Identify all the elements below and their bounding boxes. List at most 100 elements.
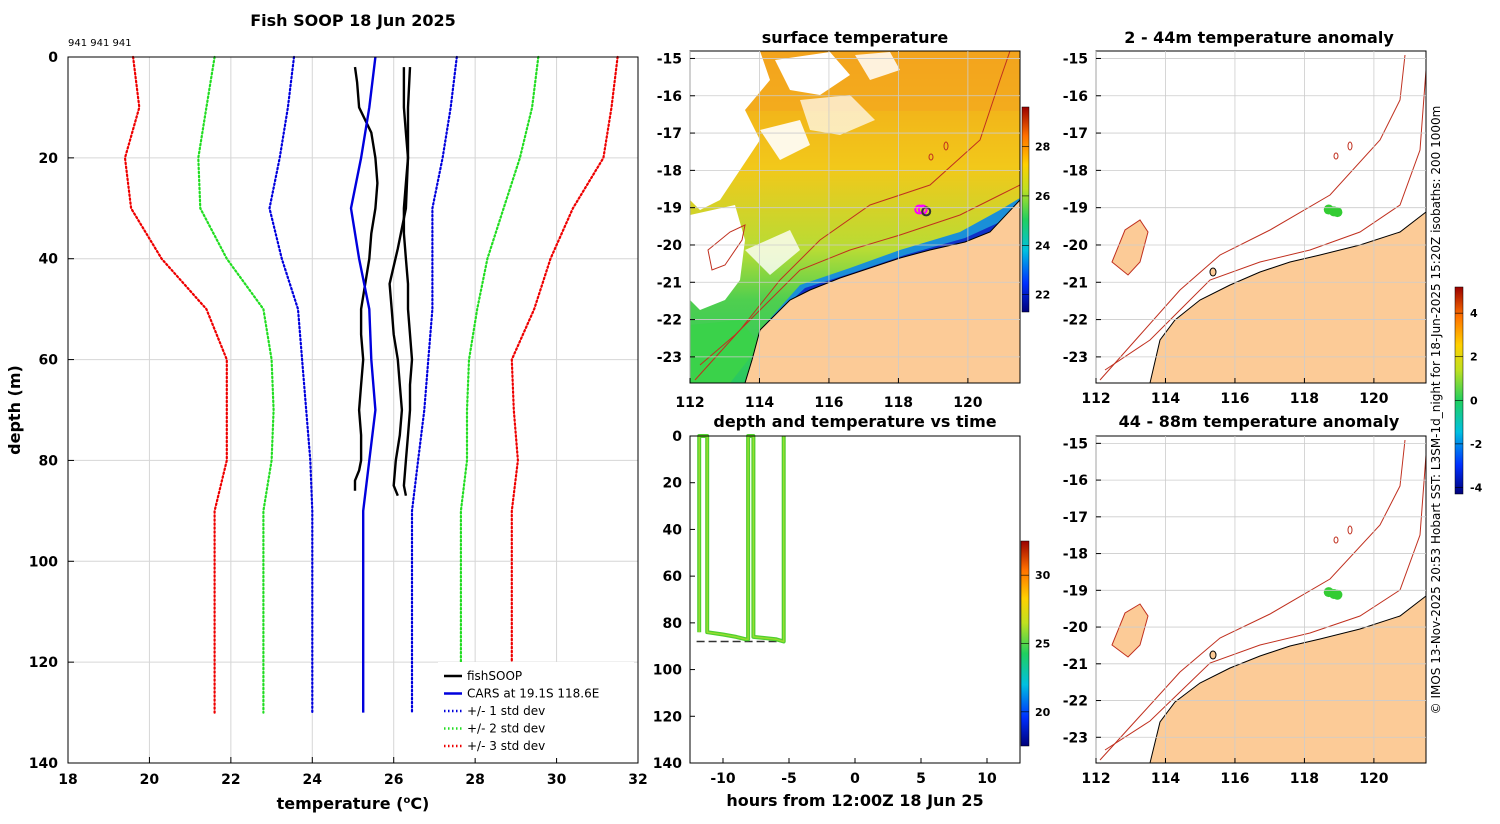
map-ytick-label: -22 — [1063, 313, 1088, 329]
map-ytick-label: -20 — [1063, 620, 1089, 636]
profile-series-line-fishsoop-0 — [353, 66, 379, 491]
time-xtick-label: 5 — [916, 771, 926, 787]
anomaly-lower-ticks: 112 114 116 118 120 -15 -16 -17 -18 -19 -20 -21 -22 -… — [1063, 436, 1426, 787]
profile-axes-box — [67, 56, 639, 764]
map-ytick-label: -19 — [657, 201, 682, 217]
anomaly-colorbar-label: 4 — [1470, 307, 1478, 320]
temperature-depth-trace-highlight — [698, 435, 785, 643]
anomaly-colorbar-ticks: 4 2 0 -2 -4 — [1455, 307, 1483, 494]
map-xtick-label: 116 — [1220, 391, 1249, 407]
map-ytick-label: -16 — [1063, 89, 1088, 105]
time-xtick-label: 0 — [850, 771, 860, 787]
anomaly-upper-points — [1323, 204, 1343, 218]
profile-ylabel: depth (m) — [5, 365, 24, 455]
map-ytick-label: -17 — [1063, 510, 1088, 526]
map-ytick-label: -22 — [657, 313, 682, 329]
map-ytick-label: -23 — [657, 350, 682, 366]
profile-ytick-label: 100 — [29, 554, 58, 570]
profile-series-line-cars-at-19-1s-118-6e-3 — [349, 56, 377, 713]
time-xlabel: hours from 12:00Z 18 Jun 25 — [726, 791, 983, 810]
time-axes-box — [689, 435, 1021, 764]
sst-colorbar-label: 26 — [1035, 190, 1051, 203]
map-xtick-label: 114 — [745, 395, 774, 411]
map-ytick-label: -16 — [1063, 473, 1088, 489]
map-xtick-label: 114 — [1151, 391, 1180, 407]
profile-ticks: 18 20 22 24 26 28 30 32 0 20 40 60 80 100 120 140 — [29, 50, 648, 788]
map-xtick-label: 118 — [1290, 391, 1319, 407]
legend-label: +/- 3 std dev — [467, 739, 545, 753]
legend-label: +/- 1 std dev — [467, 704, 545, 718]
profile-grid — [67, 56, 639, 764]
anomaly-upper-ticks: 112 114 116 118 120 -15 -16 -17 -18 -19 -20 -21 -22 -… — [1063, 51, 1426, 407]
map-ytick-label: -21 — [1063, 657, 1088, 673]
profile-xtick-label: 30 — [547, 772, 567, 788]
anomaly-colorbar-label: -2 — [1470, 438, 1482, 451]
anomaly-point — [1332, 589, 1343, 600]
sst-field — [690, 50, 1021, 384]
credit-text: © IMOS 13-Nov-2025 20:53 Hobart SST: L3S… — [1429, 106, 1443, 715]
profile-xtick-label: 24 — [303, 772, 323, 788]
profile-xlabel: temperature (oC) — [277, 794, 430, 813]
profile-xtick-label: 32 — [628, 772, 647, 788]
profile-series — [123, 55, 619, 714]
profile-series-line--2-std-dev-7 — [459, 55, 540, 714]
sst-colorbar-label: 24 — [1035, 239, 1051, 252]
map-ytick-label: -23 — [1063, 350, 1088, 366]
profile-ytick-label: 120 — [29, 655, 58, 671]
profile-xtick-label: 28 — [465, 772, 484, 788]
time-xtick-label: -10 — [710, 771, 736, 787]
map-ytick-label: -23 — [1063, 730, 1088, 746]
profile-ytick-label: 20 — [39, 151, 59, 167]
map-ytick-label: -17 — [657, 126, 682, 142]
profile-series-line--3-std-dev-9 — [510, 55, 619, 714]
anomaly-colorbar-label: -4 — [1470, 481, 1483, 494]
profile-xtick-label: 20 — [140, 772, 160, 788]
map-xtick-label: 112 — [1081, 771, 1110, 787]
legend-label: CARS at 19.1S 118.6E — [467, 687, 599, 701]
profile-series-line-fishsoop-2 — [388, 67, 412, 497]
time-title: depth and temperature vs time — [713, 412, 996, 431]
map-xtick-label: 120 — [1359, 391, 1388, 407]
map-ytick-label: -15 — [657, 51, 682, 67]
time-ytick-label: 120 — [653, 709, 682, 725]
time-ytick-label: 40 — [663, 522, 683, 538]
map-ytick-label: -18 — [1063, 163, 1088, 179]
map-xtick-label: 118 — [1290, 771, 1319, 787]
profile-ytick-label: 60 — [39, 353, 59, 369]
anomaly-point — [1332, 207, 1343, 218]
sst-colorbar-label: 22 — [1035, 289, 1050, 302]
sst-colorbar-label: 28 — [1035, 141, 1050, 154]
anomaly-colorbar-label: 0 — [1470, 394, 1478, 407]
map-ytick-label: -18 — [1063, 547, 1088, 563]
time-ytick-label: 80 — [663, 616, 683, 632]
profile-ytick-label: 40 — [39, 252, 59, 268]
map-ytick-label: -21 — [1063, 275, 1088, 291]
time-colorbar-label: 25 — [1035, 638, 1050, 651]
map-xtick-label: 112 — [675, 395, 704, 411]
map-xtick-label: 116 — [814, 395, 843, 411]
sst-colorbar — [1021, 106, 1030, 313]
map-ytick-label: -20 — [1063, 238, 1089, 254]
time-series — [696, 434, 786, 644]
time-ytick-label: 100 — [653, 663, 682, 679]
time-ytick-label: 20 — [663, 476, 683, 492]
legend-label: +/- 2 std dev — [467, 722, 545, 736]
anomaly-upper-map — [1096, 51, 1427, 384]
time-xtick-label: 10 — [977, 771, 997, 787]
profile-xtick-label: 18 — [58, 772, 77, 788]
time-colorbar-ticks: 20 25 30 — [1021, 569, 1051, 719]
time-colorbar-label: 20 — [1035, 706, 1051, 719]
map-xtick-label: 118 — [884, 395, 913, 411]
anomaly-lower-points — [1323, 587, 1343, 600]
anomaly-colorbar — [1454, 286, 1464, 495]
map-xtick-label: 120 — [953, 395, 982, 411]
anomaly-colorbar-label: 2 — [1470, 351, 1478, 364]
map-ytick-label: -20 — [657, 238, 683, 254]
profile-ytick-label: 0 — [48, 50, 58, 66]
map-ytick-label: -17 — [1063, 126, 1088, 142]
profile-xtick-label: 26 — [384, 772, 403, 788]
anomaly-lower-panel: 44 - 88m temperature anomaly 112 114 116 11… — [1063, 412, 1427, 787]
sst-map-panel: surface temperature — [657, 28, 1051, 411]
